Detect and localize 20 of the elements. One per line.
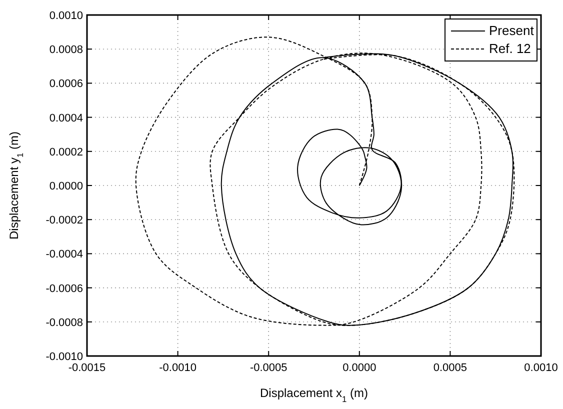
- y-tick-label: 0.0004: [49, 112, 83, 124]
- legend-label: Present: [489, 23, 534, 38]
- y-tick-label: -0.0002: [46, 214, 83, 227]
- y-tick-label: 0.0008: [49, 44, 83, 56]
- y-tick-label: 0.0006: [49, 78, 83, 90]
- x-tick-label: -0.0005: [250, 362, 288, 374]
- y-tick-label: -0.0010: [46, 351, 83, 363]
- legend-label: Ref. 12: [489, 41, 531, 56]
- x-axis-title: Displacement x$_{1}$ (m): [260, 386, 368, 404]
- x-tick-label: 0.0010: [524, 362, 558, 374]
- x-tick-label: -0.0010: [159, 362, 196, 374]
- y-tick-label: 0.0010: [49, 10, 83, 22]
- y-tick-label: 0.0002: [49, 146, 83, 158]
- x-tick-label: 0.0000: [342, 362, 376, 374]
- y-tick-label: -0.0004: [46, 248, 83, 261]
- y-tick-label: -0.0008: [46, 316, 83, 329]
- y-tick-label: 0.0000: [49, 180, 83, 192]
- y-tick-label: -0.0006: [46, 282, 83, 295]
- x-tick-label: -0.0015: [68, 362, 106, 374]
- x-tick-label: 0.0005: [433, 362, 468, 374]
